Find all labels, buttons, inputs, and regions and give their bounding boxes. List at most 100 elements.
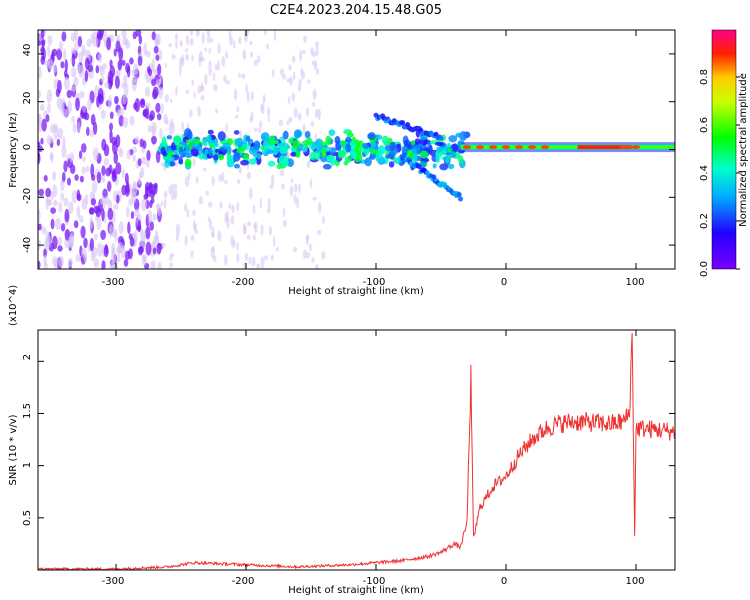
noise-streak [314, 108, 319, 119]
noise-blob [92, 147, 99, 161]
noise-streak [315, 264, 319, 269]
band-blob [410, 140, 416, 146]
noise-streak [241, 73, 246, 80]
spectrogram-panel: -300 -200 -100 0 100 -40 -20 0 20 40 Hei… [8, 29, 676, 297]
carrier-peak [577, 145, 630, 150]
noise-blob [118, 221, 124, 235]
band-blob [432, 163, 437, 169]
noise-blob [67, 257, 73, 268]
noise-blob [155, 102, 161, 113]
band-blob [248, 146, 255, 155]
noise-blob [63, 197, 69, 207]
noise-streak [236, 201, 240, 212]
noise-streak [317, 108, 321, 121]
noise-streak [321, 215, 325, 225]
noise-streak [190, 250, 194, 258]
noise-blob [113, 48, 117, 57]
band-blob [184, 152, 193, 159]
noise-streak [314, 133, 318, 140]
band-blob [367, 132, 376, 140]
noise-blob [76, 62, 81, 74]
noise-streak [267, 116, 271, 123]
band-blob [309, 151, 316, 161]
band-blob [334, 136, 341, 145]
noise-blob [38, 90, 42, 99]
band-blob [341, 140, 347, 146]
noise-blob [127, 221, 131, 235]
branch-blob [416, 164, 422, 170]
noise-blob [62, 108, 69, 118]
noise-streak [175, 85, 178, 96]
noise-streak [257, 127, 262, 133]
noise-blob [93, 233, 98, 241]
carrier-hotspot [489, 145, 497, 150]
band-blob [325, 135, 332, 146]
noise-blob [145, 160, 150, 168]
band-blob [209, 142, 216, 149]
noise-streak [210, 246, 215, 259]
noise-blob [40, 137, 44, 145]
noise-streak [169, 262, 174, 268]
noise-blob [75, 97, 80, 112]
spectrogram-ylabel: Frequency (Hz) [8, 112, 19, 188]
band-blob [375, 154, 385, 163]
band-blob [381, 135, 389, 144]
snr-xtick-labels: -300 -200 -100 0 100 [102, 576, 645, 587]
noise-blob [108, 224, 114, 237]
band-blob [246, 135, 251, 142]
noise-streak [205, 191, 210, 196]
noise-blob [52, 63, 58, 73]
band-blob [273, 146, 279, 153]
noise-blob [101, 175, 106, 183]
band-blob [376, 134, 383, 140]
noise-blob [137, 219, 142, 232]
noise-blob [46, 45, 51, 58]
noise-blob [45, 187, 52, 198]
noise-blob [126, 206, 130, 218]
noise-blob [114, 96, 119, 105]
noise-blob [152, 86, 159, 99]
noise-streak [226, 80, 230, 85]
noise-streak [306, 251, 311, 259]
band-blob [263, 139, 269, 150]
noise-blob [144, 102, 151, 109]
noise-streak [243, 225, 247, 235]
noise-blob [85, 165, 90, 173]
spectrogram-ticks [38, 30, 675, 269]
noise-streak [262, 94, 266, 104]
noise-blob [145, 226, 151, 239]
noise-blob [52, 235, 58, 250]
noise-blob [112, 141, 118, 155]
band-blob [370, 148, 376, 155]
noise-streak [288, 64, 292, 71]
carrier-hotspot [619, 145, 627, 150]
band-blob [282, 130, 289, 140]
noise-streak [249, 116, 254, 123]
band-blob [288, 138, 294, 144]
noise-blob [107, 207, 114, 221]
xtick-label: -200 [232, 576, 255, 587]
noise-blob [45, 114, 50, 123]
noise-blob [70, 47, 77, 56]
noise-streak [236, 105, 240, 113]
noise-blob [132, 76, 138, 83]
noise-streak [253, 127, 258, 132]
noise-streak [230, 215, 235, 225]
noise-streak [292, 71, 296, 81]
noise-streak [317, 201, 322, 214]
noise-streak [238, 35, 242, 45]
band-blob [447, 163, 455, 170]
noise-streak [302, 249, 307, 260]
noise-blob [74, 41, 80, 51]
noise-blob [128, 248, 133, 260]
snr-ylabel: SNR (10 * v/v) [8, 414, 19, 485]
noise-blob [97, 52, 102, 63]
noise-streak [232, 238, 236, 249]
noise-streak [296, 197, 300, 210]
noise-streak [248, 187, 253, 200]
noise-blob [111, 264, 116, 269]
noise-streak [160, 102, 164, 114]
band-blob [328, 129, 336, 136]
noise-blob [154, 229, 159, 241]
noise-blob [71, 115, 75, 124]
